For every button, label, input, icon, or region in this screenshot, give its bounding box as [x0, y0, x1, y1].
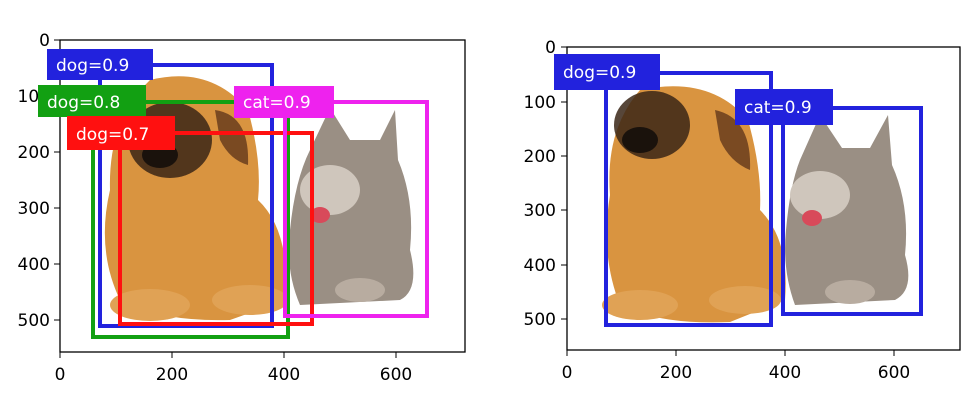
y-tick-label: 200: [18, 143, 50, 163]
x-tick-label: 400: [769, 363, 801, 383]
detection-label: dog=0.7: [76, 125, 149, 145]
bbox-dog-0.7: [118, 131, 314, 326]
x-tick-label: 0: [562, 363, 573, 383]
detection-label: cat=0.9: [744, 98, 812, 118]
y-tick-label: 400: [18, 255, 50, 275]
bbox-cat-0.9: [781, 106, 923, 316]
x-axis-ticks: 0 200 400 600: [55, 352, 412, 385]
detection-label: dog=0.9: [56, 56, 129, 76]
y-tick-label: 300: [524, 201, 556, 221]
label-cat-0.9: cat=0.9: [234, 86, 334, 118]
y-tick-label: 300: [18, 199, 50, 219]
bbox-dog-0.9: [604, 71, 773, 327]
x-tick-label: 200: [156, 365, 188, 385]
detection-label: cat=0.9: [243, 93, 311, 113]
panel-before-nms: 0 200 400 600 0 100 200 300 400 500 dog: [18, 31, 466, 385]
y-tick-label: 400: [524, 256, 556, 276]
label-cat-0.9: cat=0.9: [735, 89, 833, 125]
y-axis-ticks: 0 100 200 300 400 500: [524, 38, 567, 330]
x-axis-ticks: 0 200 400 600: [562, 350, 910, 383]
panel-after-nms: 0 200 400 600 0 100 200 300 400 500 dog=…: [524, 38, 961, 383]
y-tick-label: 500: [524, 310, 556, 330]
bbox-cat-0.9: [283, 100, 429, 318]
cat-figure: [288, 108, 414, 305]
label-dog-0.7: dog=0.7: [67, 116, 175, 150]
y-tick-label: 0: [39, 31, 50, 51]
cat-figure: [785, 115, 909, 305]
label-dog-0.9: dog=0.9: [47, 49, 153, 80]
dog-figure: [602, 86, 786, 323]
label-dog-0.9: dog=0.9: [554, 54, 660, 90]
x-tick-label: 600: [380, 365, 412, 385]
y-tick-label: 0: [545, 38, 556, 58]
detection-label: dog=0.8: [47, 93, 120, 113]
y-tick-label: 500: [18, 311, 50, 331]
x-tick-label: 600: [878, 363, 910, 383]
y-tick-label: 200: [524, 147, 556, 167]
x-tick-label: 0: [55, 365, 66, 385]
detection-label: dog=0.9: [563, 63, 636, 83]
bbox-dog-0.8: [91, 100, 290, 339]
axes-frame: [59, 39, 466, 353]
label-dog-0.8: dog=0.8: [38, 85, 146, 117]
y-tick-label: 100: [524, 93, 556, 113]
x-tick-label: 400: [268, 365, 300, 385]
axes-frame: [566, 46, 961, 351]
x-tick-label: 200: [660, 363, 692, 383]
